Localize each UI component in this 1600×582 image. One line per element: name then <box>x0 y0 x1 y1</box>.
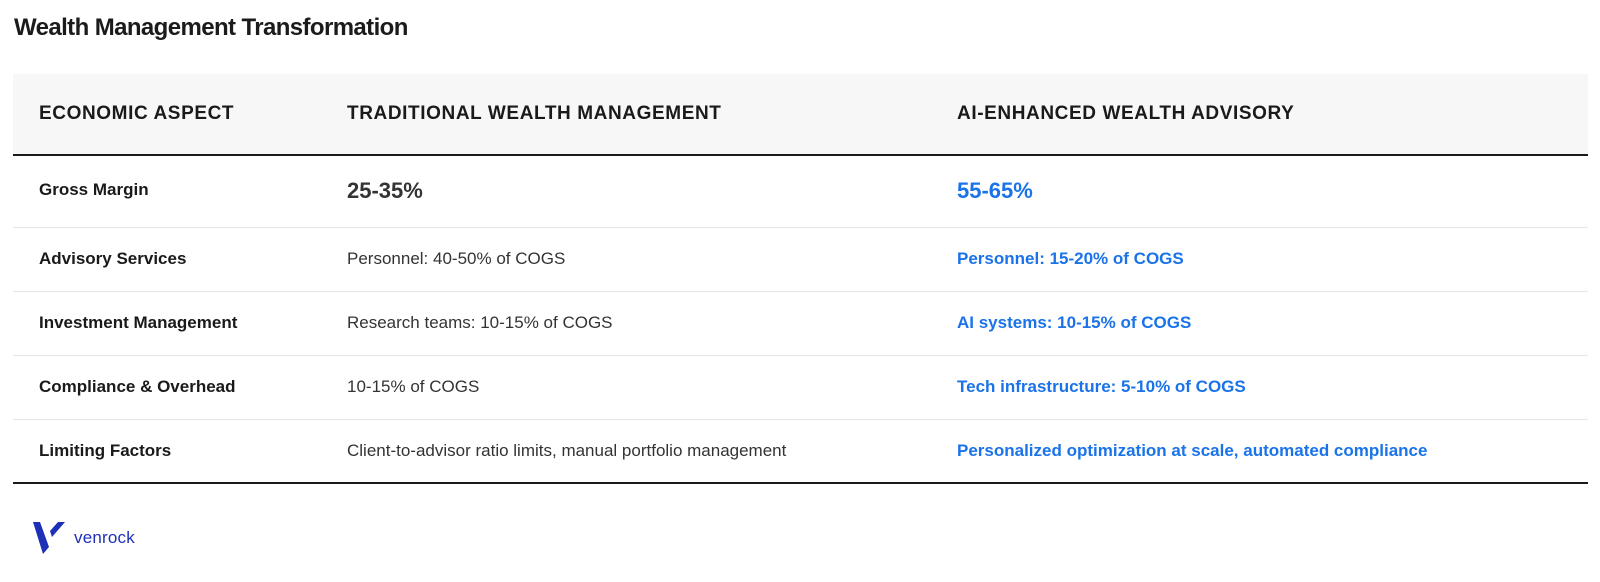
header-row: ECONOMIC ASPECT TRADITIONAL WEALTH MANAG… <box>13 74 1588 156</box>
traditional-cell: Research teams: 10-15% of COGS <box>321 291 931 356</box>
traditional-cell: Client-to-advisor ratio limits, manual p… <box>321 419 931 484</box>
brand-logo: venrock <box>32 520 135 556</box>
table-row: Investment Management Research teams: 10… <box>13 291 1588 356</box>
aspect-cell: Investment Management <box>13 291 321 356</box>
ai-cell: AI systems: 10-15% of COGS <box>931 291 1588 356</box>
table-row: Gross Margin 25-35% 55-65% <box>13 155 1588 228</box>
traditional-cell: Personnel: 40-50% of COGS <box>321 227 931 292</box>
traditional-cell: 10-15% of COGS <box>321 355 931 420</box>
brand-name: venrock <box>74 528 135 547</box>
table-row: Limiting Factors Client-to-advisor ratio… <box>13 419 1588 484</box>
column-header-aspect: ECONOMIC ASPECT <box>13 74 321 156</box>
table-body: Gross Margin 25-35% 55-65% Advisory Serv… <box>13 155 1588 484</box>
ai-cell: Personnel: 15-20% of COGS <box>931 227 1588 292</box>
ai-cell: Personalized optimization at scale, auto… <box>931 419 1588 484</box>
venrock-v-logo-icon <box>32 521 66 555</box>
column-header-traditional: TRADITIONAL WEALTH MANAGEMENT <box>321 74 931 156</box>
traditional-cell: 25-35% <box>321 155 931 228</box>
comparison-table: ECONOMIC ASPECT TRADITIONAL WEALTH MANAG… <box>13 74 1588 484</box>
aspect-cell: Gross Margin <box>13 155 321 228</box>
table-row: Compliance & Overhead 10-15% of COGS Tec… <box>13 355 1588 420</box>
table-header: ECONOMIC ASPECT TRADITIONAL WEALTH MANAG… <box>13 74 1588 156</box>
aspect-cell: Advisory Services <box>13 227 321 292</box>
page-title: Wealth Management Transformation <box>14 14 408 41</box>
column-header-ai: AI-ENHANCED WEALTH ADVISORY <box>931 74 1588 156</box>
ai-cell: 55-65% <box>931 155 1588 228</box>
aspect-cell: Limiting Factors <box>13 419 321 484</box>
ai-cell: Tech infrastructure: 5-10% of COGS <box>931 355 1588 420</box>
table-row: Advisory Services Personnel: 40-50% of C… <box>13 227 1588 292</box>
aspect-cell: Compliance & Overhead <box>13 355 321 420</box>
